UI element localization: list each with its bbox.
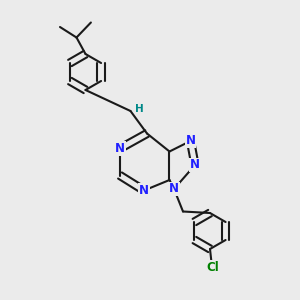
Text: Cl: Cl	[207, 261, 219, 274]
Text: N: N	[185, 134, 196, 148]
Text: H: H	[134, 103, 143, 114]
Text: N: N	[115, 142, 125, 155]
Text: N: N	[169, 182, 179, 196]
Text: N: N	[190, 158, 200, 172]
Text: N: N	[139, 184, 149, 197]
